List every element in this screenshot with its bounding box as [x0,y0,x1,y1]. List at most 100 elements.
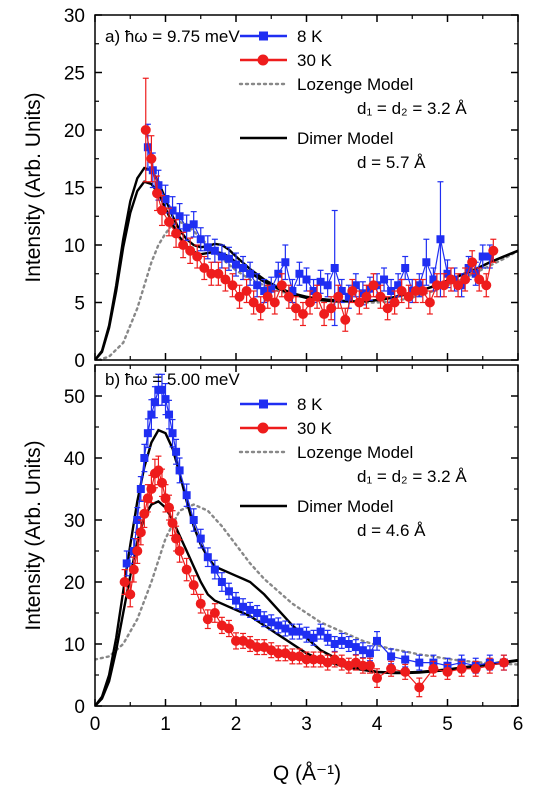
data-point [319,309,330,319]
data-point [287,651,298,662]
data-point [253,609,262,617]
data-point [156,477,167,488]
legend-label: Lozenge Model [297,443,413,462]
legend-marker [257,422,269,434]
data-point [357,660,368,671]
data-point [365,649,374,658]
data-point [210,565,219,574]
legend-sublabel: d = 5.7 Å [357,153,426,172]
data-point [274,621,283,630]
data-point [424,297,435,308]
data-point [262,291,273,302]
data-point [202,614,213,625]
data-point [185,245,196,256]
data-point [443,269,452,278]
data-point [302,630,311,639]
panel-a: 0 5 10 15 20 25 30 Intensity (Arb. Units) a) ħω … [22,6,519,372]
data-point [128,564,139,575]
data-point [232,596,240,605]
data-point [326,303,337,314]
x-tick-label: 3 [301,714,312,735]
data-point [316,627,325,636]
y-tick-label: 50 [64,387,85,408]
data-point [217,252,226,261]
data-point [436,235,445,244]
x-tick-label: 1 [160,714,171,735]
data-point [224,254,233,263]
data-point [464,264,473,272]
data-point [290,303,301,314]
data-point [484,660,495,671]
data-point [147,410,156,419]
data-point [231,635,241,646]
data-point [358,646,367,655]
legend-label: Lozenge Model [297,75,413,94]
y-axis-label: Intensity (Arb. Units) [22,440,45,630]
data-point [178,240,189,250]
data-point [161,395,170,404]
data-point [382,303,393,314]
data-point [239,602,248,611]
data-point [316,277,325,286]
data-point [217,578,226,586]
data-point [337,287,346,295]
x-tick-label: 6 [513,714,524,735]
y-tick-label: 10 [64,236,85,257]
data-point [213,268,224,279]
data-point [188,580,199,591]
data-point [354,297,365,308]
data-point [431,280,442,291]
data-point [189,516,198,524]
data-point [309,287,318,295]
data-point [295,269,304,278]
data-point [330,264,339,272]
data-point [288,627,297,636]
y-tick-label: 40 [64,449,85,470]
data-point [152,188,163,199]
data-point [373,636,381,645]
data-point [119,577,130,587]
data-point [267,284,276,293]
data-point [274,269,283,278]
data-point [344,640,353,648]
data-point [478,252,487,261]
data-point [157,385,166,394]
data-point [456,663,467,674]
plot-area [95,373,518,706]
data-point [375,291,386,302]
data-point [446,274,457,285]
data-point [199,263,210,273]
y-tick-label: 25 [64,64,85,85]
data-point [164,217,175,227]
legend-label: 30 K [297,419,333,438]
data-point [481,280,492,291]
legend: 8 K 30 K Lozenge Model d₁ = d₂ = 3.2 Å Dimer… [238,395,467,540]
data-point [387,652,396,661]
data-point [498,657,509,668]
data-point [415,658,424,667]
data-point [153,465,164,476]
data-point [146,484,157,494]
data-point [400,666,411,677]
data-point [192,251,203,262]
data-point [389,297,400,308]
data-point [246,269,255,278]
data-point [248,297,259,308]
data-point [488,245,499,256]
data-point [330,640,339,648]
data-point [234,291,245,302]
data-point [167,518,178,529]
data-point [323,633,332,642]
data-point [401,655,410,664]
y-tick-label: 20 [64,121,85,142]
data-point [309,633,318,642]
data-point [203,553,212,562]
data-point [347,286,358,296]
data-point [470,663,481,674]
data-point [143,429,152,438]
data-point [182,491,191,500]
data-point [165,410,174,419]
data-point [125,589,136,600]
data-point [308,654,319,665]
data-point [460,274,471,285]
